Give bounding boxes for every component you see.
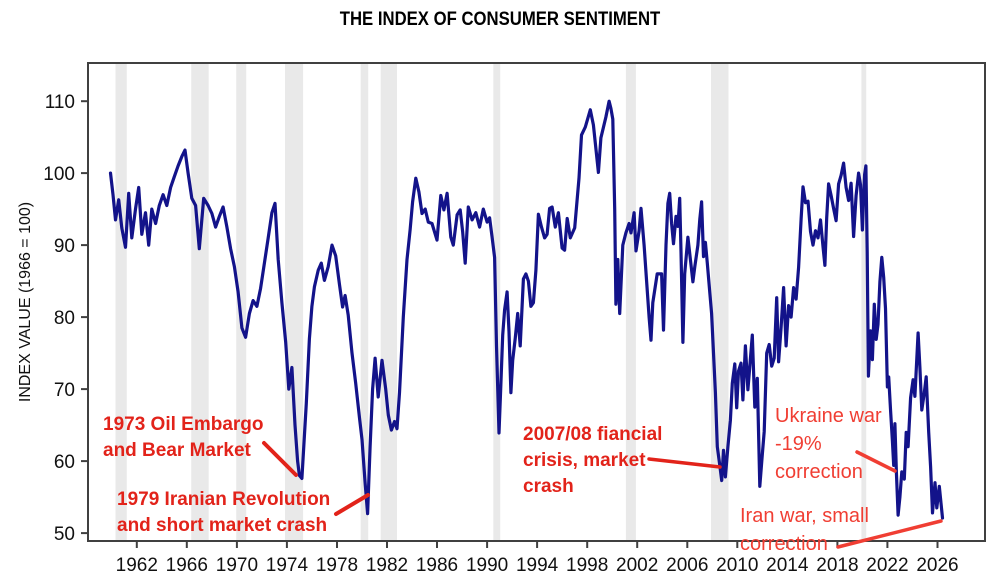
annotation-line: 1979 Iranian Revolution [117, 489, 331, 510]
x-tick-label: 2006 [666, 555, 708, 576]
annotation-line: and Bear Market [103, 440, 251, 461]
annotation-line: 2007/08 fiancial [523, 424, 663, 445]
chart-title: THE INDEX OF CONSUMER SENTIMENT [339, 9, 661, 30]
annotation-arrow-financial-crisis-2008 [647, 457, 722, 469]
x-tick-label: 1982 [366, 555, 408, 576]
y-axis-title: INDEX VALUE (1966 = 100) [17, 201, 34, 403]
annotation-arrow-iranian-revolution-1979 [334, 493, 370, 516]
recession-band [236, 63, 247, 541]
x-tick-label: 2002 [616, 555, 658, 576]
annotation-line: correction [775, 461, 863, 483]
sentiment-line [108, 99, 945, 520]
annotation-line: correction [740, 533, 828, 555]
annotation-line: crash [523, 476, 574, 497]
recession-band [360, 63, 369, 541]
x-tick-label: 2010 [716, 555, 758, 576]
x-tick-label: 1970 [216, 555, 258, 576]
y-tick-label: 80 [54, 308, 75, 329]
x-tick-label: 1978 [316, 555, 358, 576]
x-tick-label: 2014 [766, 555, 809, 576]
x-tick-label: 1962 [116, 555, 158, 576]
x-tick-label: 1990 [466, 555, 508, 576]
x-tick-label: 2018 [816, 555, 858, 576]
x-tick-label: 1986 [416, 555, 458, 576]
annotation-line: Iran war, small [740, 505, 869, 527]
y-tick-label: 70 [54, 380, 75, 401]
recession-band [861, 63, 867, 541]
x-tick-label: 2022 [866, 555, 908, 576]
annotation-arrow-oil-embargo-1973 [262, 441, 298, 477]
annotation-oil-embargo-1973: 1973 Oil Embargo and Bear Market [103, 412, 264, 464]
annotation-line: -19% [775, 433, 822, 455]
recession-band [380, 63, 397, 541]
annotation-iranian-revolution-1979: 1979 Iranian Revolution and short market … [117, 487, 330, 539]
annotation-line: and short market crash [117, 515, 328, 536]
y-tick-label: 90 [54, 236, 75, 257]
annotation-line: 1973 Oil Embargo [103, 414, 264, 435]
x-tick-label: 1994 [516, 555, 559, 576]
y-tick-label: 50 [54, 524, 75, 545]
annotation-arrow-ukraine-war [855, 450, 897, 473]
recession-band [285, 63, 304, 541]
x-tick-label: 1966 [166, 555, 208, 576]
x-tick-label: 1998 [566, 555, 608, 576]
y-tick-label: 110 [45, 92, 75, 113]
recession-band [115, 63, 127, 541]
annotation-financial-crisis-2008: 2007/08 fiancial crisis, market crash [523, 422, 662, 500]
annotation-iran-war: Iran war, small correction [740, 502, 869, 558]
x-tick-label: 1974 [266, 555, 309, 576]
recession-band [625, 63, 636, 541]
y-tick-label: 100 [43, 164, 75, 185]
annotation-arrow-iran-war [836, 519, 943, 549]
annotation-ukraine-war: Ukraine war -19% correction [775, 402, 882, 486]
annotation-line: Ukraine war [775, 405, 882, 427]
recession-band [191, 63, 209, 541]
annotation-line: crisis, market [523, 450, 646, 471]
y-tick-label: 60 [54, 452, 75, 473]
x-tick-label: 2026 [916, 555, 958, 576]
